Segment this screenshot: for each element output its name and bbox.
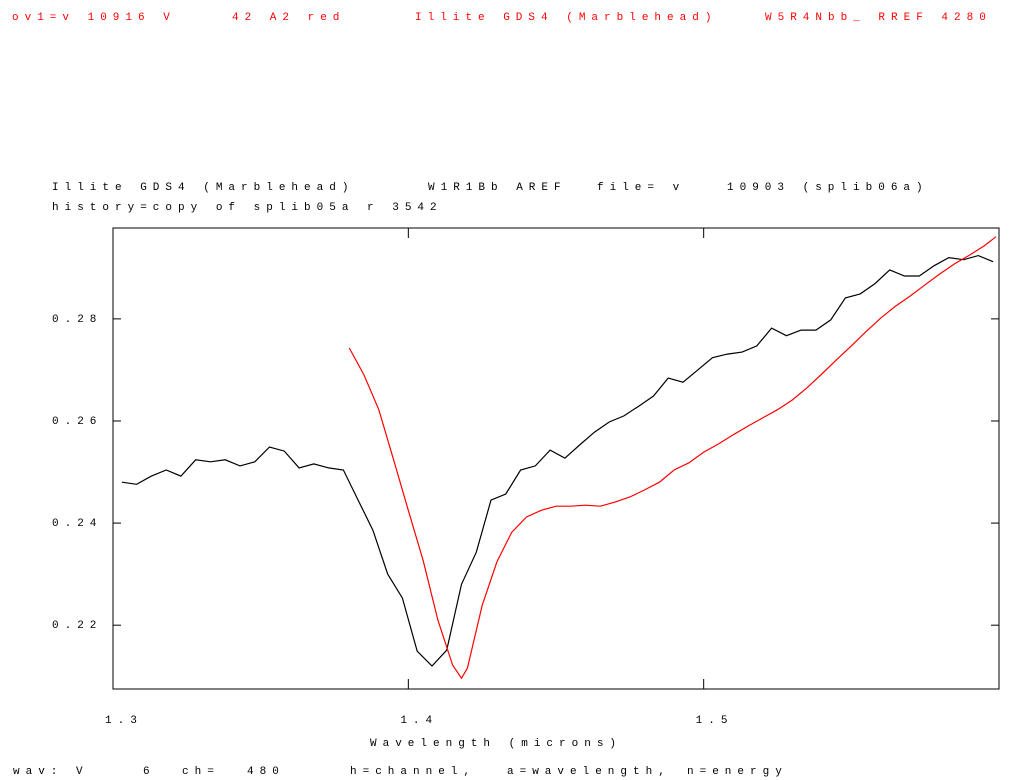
y-tick-label: 0.28	[52, 314, 102, 326]
data-line	[121, 254, 994, 667]
header-text: ov1=v 10916 V	[12, 12, 176, 24]
header-text: 42 A2 red	[232, 12, 345, 24]
x-tick-label: 1.3	[105, 715, 143, 727]
data-line	[348, 236, 997, 680]
chart-title: file= v	[597, 182, 685, 194]
footer-text: h=channel,	[350, 766, 476, 778]
plot-frame	[112, 227, 1000, 690]
chart-subtitle: history=copy of splib05a r 3542	[52, 202, 443, 214]
y-tick-label: 0.24	[52, 518, 102, 530]
footer-text: 6	[143, 766, 156, 778]
chart-title: Illite GDS4 (Marblehead)	[52, 182, 354, 194]
footer-text: ch=	[182, 766, 220, 778]
footer-text: a=wavelength,	[507, 766, 671, 778]
x-tick-label: 1.4	[400, 715, 438, 727]
chart-title: W1R1Bb AREF	[428, 182, 567, 194]
x-tick-label: 1.5	[696, 715, 734, 727]
y-tick-label: 0.22	[52, 620, 102, 632]
footer-text: 480	[247, 766, 285, 778]
y-tick-label: 0.26	[52, 416, 102, 428]
header-text: Illite GDS4 (Marblehead)	[415, 12, 717, 24]
footer-text: wav: V	[13, 766, 89, 778]
chart-title: 10903 (splib06a)	[727, 182, 929, 194]
footer-text: n=energy	[687, 766, 788, 778]
header-text: W5R4Nbb_ RREF 4280	[765, 12, 992, 24]
x-axis-label: Wavelength (microns)	[370, 738, 622, 750]
